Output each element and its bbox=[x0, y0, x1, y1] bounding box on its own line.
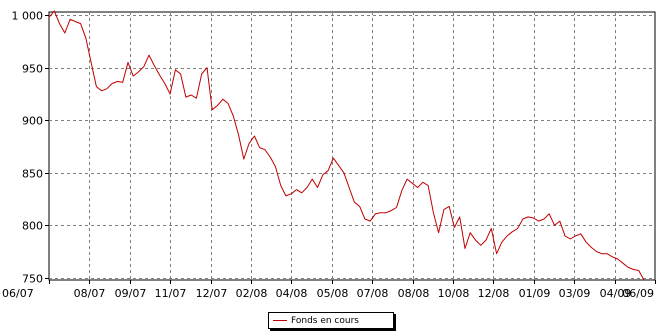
y-tick-label: 900 bbox=[22, 115, 43, 128]
x-axis: 06/07 08/07 09/07 11/07 12/07 02/08 04/08 05/08… bbox=[2, 280, 656, 300]
legend-label: Fonds en cours bbox=[291, 315, 359, 326]
x-tick-label: 06/09 bbox=[622, 287, 654, 300]
x-tick-label: 02/08 bbox=[236, 287, 268, 300]
legend-swatch bbox=[273, 320, 287, 321]
x-tick-label: 11/07 bbox=[155, 287, 187, 300]
x-tick-label: 08/07 bbox=[74, 287, 106, 300]
x-tick-label: 03/09 bbox=[559, 287, 591, 300]
y-tick-label: 800 bbox=[22, 220, 43, 233]
plot-frame bbox=[48, 11, 656, 281]
y-tick-label: 950 bbox=[22, 63, 43, 76]
legend: Fonds en cours bbox=[268, 312, 394, 329]
x-tick-label: 08/08 bbox=[398, 287, 430, 300]
y-tick-label: 750 bbox=[22, 273, 43, 286]
x-tick-label: 04/08 bbox=[276, 287, 308, 300]
x-tick-label: 09/07 bbox=[115, 287, 147, 300]
x-tick-label: 07/08 bbox=[357, 287, 389, 300]
x-tick-label: 10/08 bbox=[438, 287, 470, 300]
series-line-fonds-en-cours bbox=[48, 10, 645, 281]
x-tick-label: 06/07 bbox=[2, 287, 34, 300]
x-tick-label: 04/09 bbox=[600, 287, 632, 300]
y-tick-label: 1 000 bbox=[12, 10, 44, 23]
x-tick-label: 12/08 bbox=[478, 287, 510, 300]
y-tick-label: 850 bbox=[22, 168, 43, 181]
grid bbox=[49, 12, 655, 280]
x-tick-label: 05/08 bbox=[317, 287, 349, 300]
series-group bbox=[48, 10, 645, 281]
x-tick-label: 01/09 bbox=[519, 287, 551, 300]
y-axis: 750 800 850 900 950 1 000 bbox=[12, 10, 49, 286]
x-tick-label: 12/07 bbox=[196, 287, 228, 300]
